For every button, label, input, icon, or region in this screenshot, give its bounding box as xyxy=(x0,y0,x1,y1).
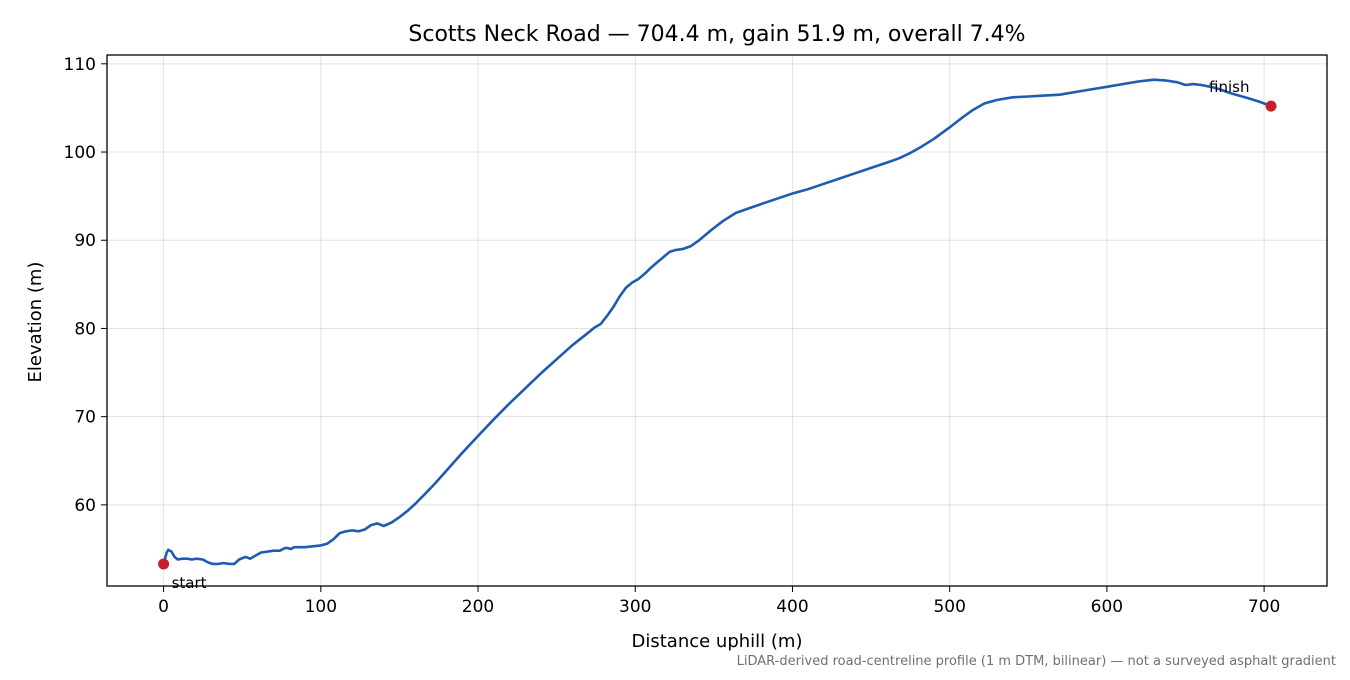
start-label: start xyxy=(172,574,207,592)
x-tick-label: 600 xyxy=(1091,597,1123,617)
finish-label: finish xyxy=(1209,78,1249,96)
grid-layer xyxy=(107,55,1327,586)
y-tick-label: 110 xyxy=(64,55,96,75)
plot-frame xyxy=(106,54,1328,587)
x-tick-label: 300 xyxy=(619,597,651,617)
x-tick-label: 400 xyxy=(776,597,808,617)
start-marker xyxy=(158,558,170,570)
elevation-line xyxy=(162,78,1273,566)
x-tick-label: 700 xyxy=(1248,597,1280,617)
finish-marker xyxy=(1265,100,1277,112)
y-tick-label: 70 xyxy=(74,408,96,428)
y-tick-label: 60 xyxy=(74,496,96,516)
tick-layer: 0 100 200 300 400 500 600 700 60 70 80 90 100 110 xyxy=(64,55,1281,617)
chart-title: Scotts Neck Road — 704.4 m, gain 51.9 m,… xyxy=(408,22,1025,47)
x-tick-label: 100 xyxy=(305,597,337,617)
series-layer xyxy=(162,78,1273,566)
x-axis-label: Distance uphill (m) xyxy=(632,631,803,652)
y-tick-label: 100 xyxy=(64,143,96,163)
chart-caption: LiDAR-derived road-centreline profile (1… xyxy=(737,654,1336,669)
y-axis-label: Elevation (m) xyxy=(25,262,46,383)
marker-layer: start finish xyxy=(158,78,1277,592)
x-tick-label: 0 xyxy=(158,597,169,617)
x-tick-label: 500 xyxy=(933,597,965,617)
x-tick-label: 200 xyxy=(462,597,494,617)
y-tick-label: 90 xyxy=(74,231,96,251)
y-tick-label: 80 xyxy=(74,319,96,339)
